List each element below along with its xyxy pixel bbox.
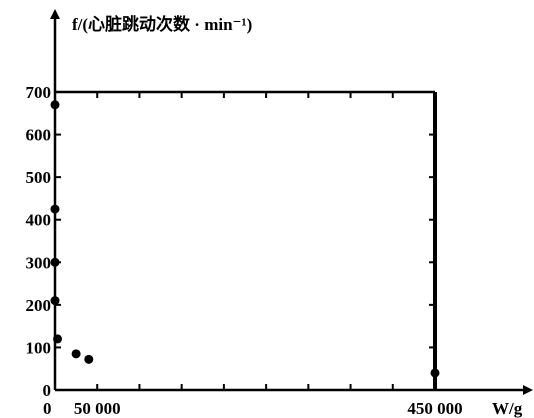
data-point bbox=[430, 368, 440, 378]
data-point bbox=[50, 204, 60, 214]
y-tick-label: 400 bbox=[26, 211, 52, 230]
y-tick-label: 600 bbox=[26, 126, 52, 145]
axes bbox=[50, 9, 533, 395]
y-axis-label: f/(心脏跳动次数 · min⁻¹) bbox=[72, 14, 252, 34]
x-tick-label: 0 bbox=[43, 399, 52, 418]
plot-frame bbox=[55, 90, 437, 390]
x-tick-label: 450 000 bbox=[407, 399, 462, 418]
data-point bbox=[50, 100, 60, 110]
x-tick-label: 50 000 bbox=[74, 399, 121, 418]
data-point bbox=[50, 296, 60, 306]
x-axis-label: W/g bbox=[492, 399, 523, 418]
ticks: 0 100 200 300 400 500 600 700 0 50 000 450 000 bbox=[26, 83, 463, 418]
y-tick-label: 700 bbox=[26, 83, 52, 102]
data-point bbox=[53, 334, 63, 344]
y-tick-label: 500 bbox=[26, 168, 52, 187]
data-point bbox=[84, 354, 94, 364]
y-tick-label: 300 bbox=[26, 253, 52, 272]
data-point bbox=[50, 257, 60, 267]
data-points bbox=[50, 100, 440, 378]
y-tick-label: 100 bbox=[26, 338, 52, 357]
y-tick-label: 0 bbox=[43, 381, 52, 400]
y-tick-label: 200 bbox=[26, 296, 52, 315]
data-point bbox=[71, 349, 81, 359]
